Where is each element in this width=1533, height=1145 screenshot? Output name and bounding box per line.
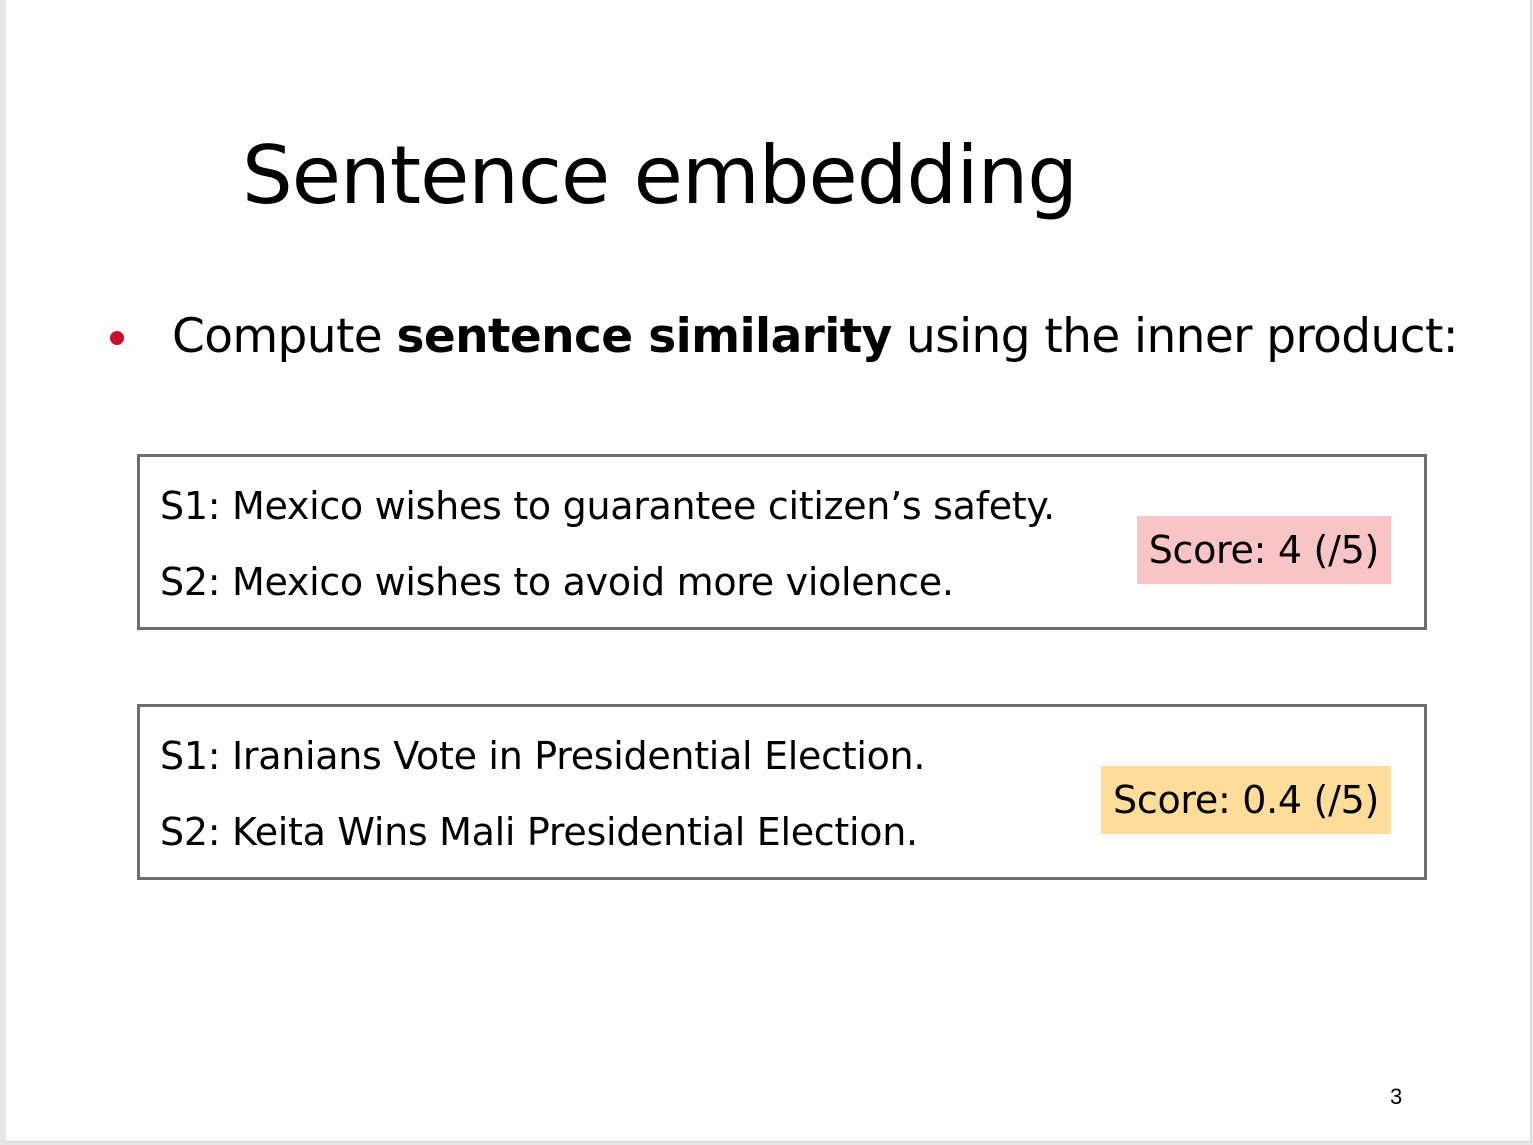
bullet-text-prefix: Compute: [172, 308, 397, 364]
pair-2-sentence-2: S2: Keita Wins Mali Presidential Electio…: [160, 810, 918, 854]
page-number: 3: [1390, 1084, 1403, 1109]
pair-1-sentence-2: S2: Mexico wishes to avoid more violence…: [160, 560, 954, 604]
sentence-pair-box-1: S1: Mexico wishes to guarantee citizen’s…: [137, 454, 1427, 630]
slide-title: Sentence embedding: [242, 129, 1078, 222]
pair-2-score-badge: Score: 0.4 (/5): [1101, 766, 1391, 834]
slide: Sentence embedding Compute sentence simi…: [6, 0, 1531, 1142]
sentence-pair-box-2: S1: Iranians Vote in Presidential Electi…: [137, 704, 1427, 880]
bullet-dot-icon: [110, 331, 124, 345]
bullet-text: Compute sentence similarity using the in…: [172, 308, 1459, 364]
bullet-text-suffix: using the inner product:: [891, 308, 1459, 364]
pair-1-sentence-1: S1: Mexico wishes to guarantee citizen’s…: [160, 484, 1055, 528]
pair-1-score-badge: Score: 4 (/5): [1136, 516, 1391, 584]
bullet-text-emphasis: sentence similarity: [396, 308, 892, 364]
bullet-item: Compute sentence similarity using the in…: [110, 306, 1459, 366]
pair-2-sentence-1: S1: Iranians Vote in Presidential Electi…: [160, 734, 926, 778]
